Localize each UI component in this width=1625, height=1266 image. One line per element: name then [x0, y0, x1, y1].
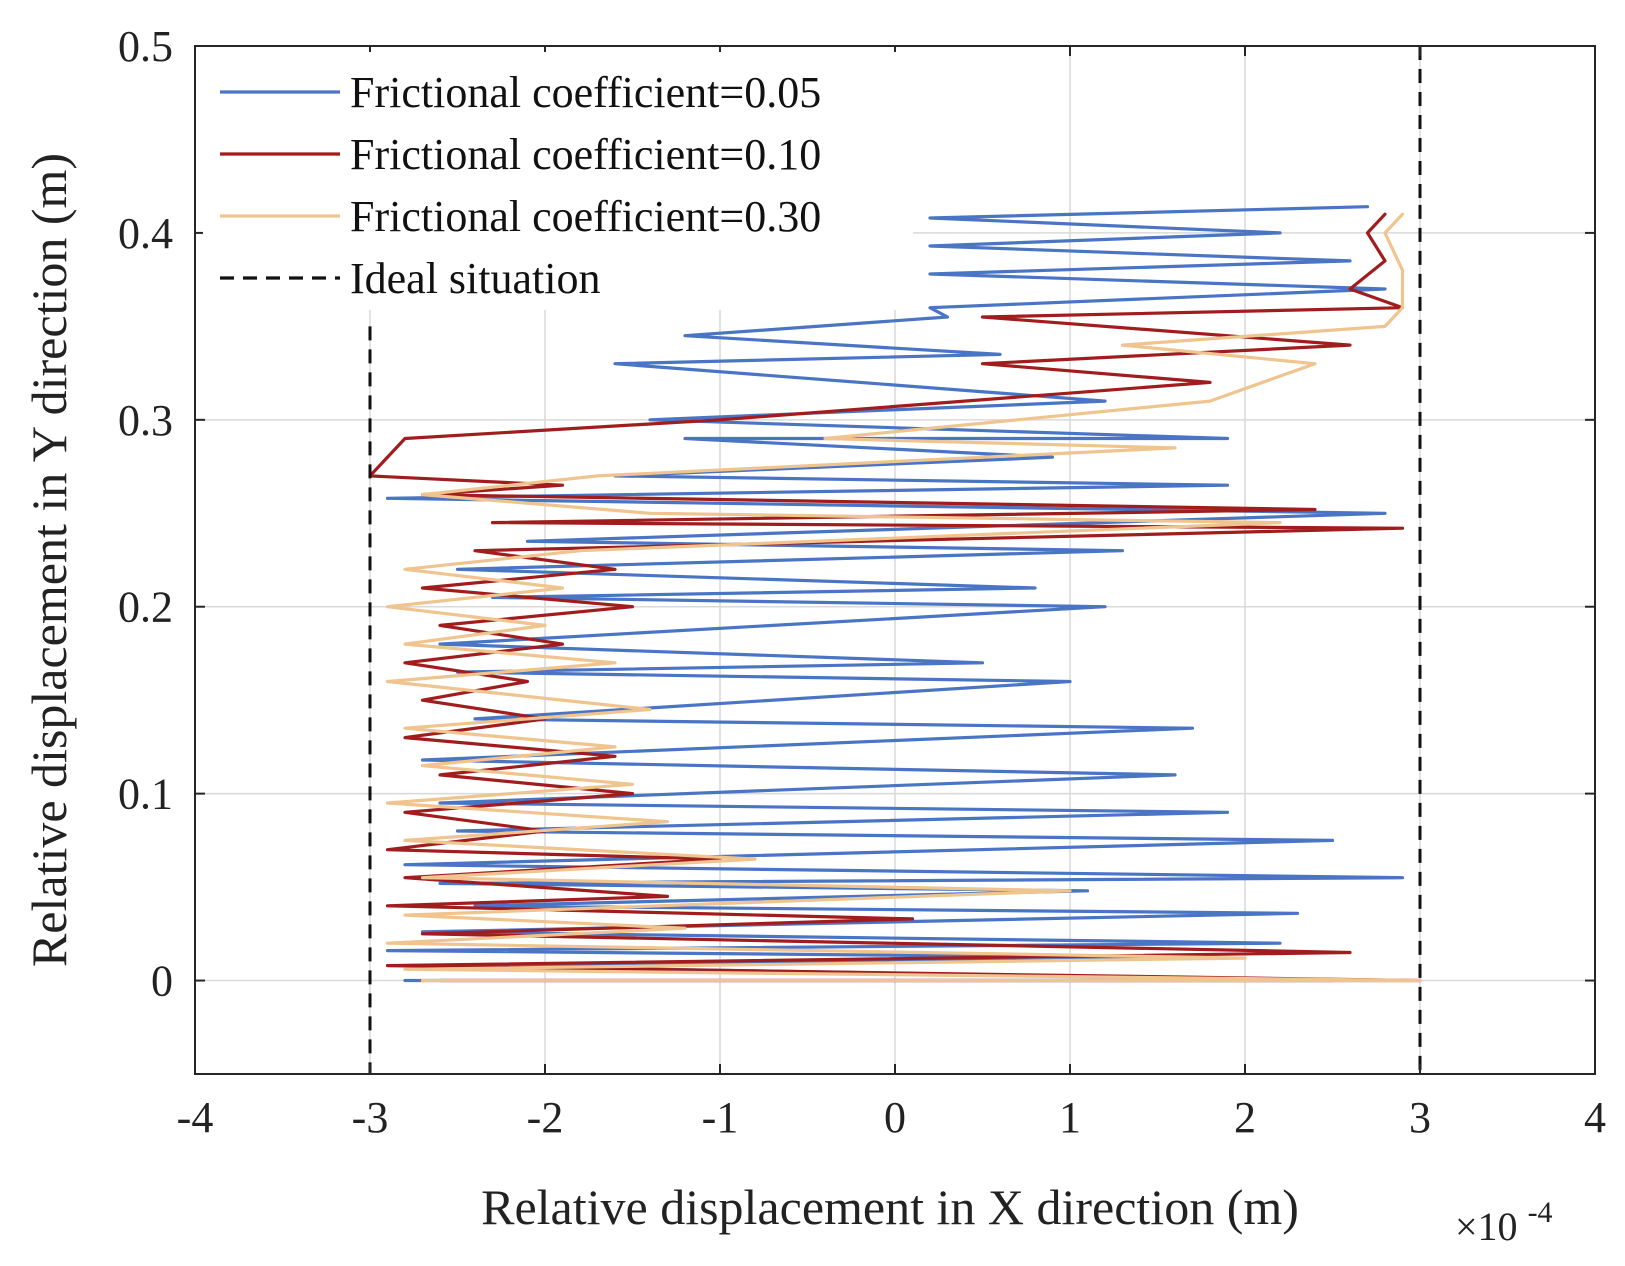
- x-tick-label: -1: [702, 1093, 739, 1142]
- x-tick-label: 1: [1059, 1093, 1081, 1142]
- y-tick-label: 0.3: [118, 396, 173, 445]
- legend-label: Frictional coefficient=0.05: [350, 68, 821, 117]
- x-exponent-power: -4: [1528, 1196, 1553, 1229]
- y-tick-label: 0.2: [118, 583, 173, 632]
- ticks: [194, 45, 1596, 1074]
- legend-label: Frictional coefficient=0.30: [350, 192, 821, 241]
- x-tick-label: -4: [177, 1093, 214, 1142]
- legend: Frictional coefficient=0.05 Frictional co…: [220, 68, 821, 303]
- legend-label: Ideal situation: [350, 254, 601, 303]
- tick-labels: -4 -3 -2 -1 0 1 2 3 4 0 0.1 0.2 0.3 0.4 0.5: [118, 22, 1606, 1142]
- y-tick-label: 0.5: [118, 22, 173, 71]
- series-line-frictional-coefficient-0-10: [368, 212, 1422, 983]
- series-layer: [368, 46, 1422, 1074]
- x-axis-title: Relative displacement in X direction (m): [481, 1179, 1299, 1235]
- x-tick-label: 3: [1409, 1093, 1431, 1142]
- series-line-frictional-coefficient-0-05: [385, 205, 1405, 983]
- x-tick-label: 2: [1234, 1093, 1256, 1142]
- y-tick-label: 0.4: [118, 209, 173, 258]
- legend-label: Frictional coefficient=0.10: [350, 130, 821, 179]
- x-tick-label: -3: [352, 1093, 389, 1142]
- x-tick-label: 0: [884, 1093, 906, 1142]
- series-line-frictional-coefficient-0-30: [385, 212, 1422, 983]
- y-tick-label: 0: [151, 957, 173, 1006]
- x-tick-label: -2: [527, 1093, 564, 1142]
- legend-box: [203, 52, 913, 310]
- y-tick-label: 0.1: [118, 770, 173, 819]
- x-tick-label: 4: [1584, 1093, 1606, 1142]
- x-exponent-base: ×10: [1455, 1204, 1518, 1249]
- x-exponent-label: ×10 -4: [1455, 1196, 1553, 1249]
- y-axis-title: Relative displacement in Y direction (m): [21, 153, 77, 967]
